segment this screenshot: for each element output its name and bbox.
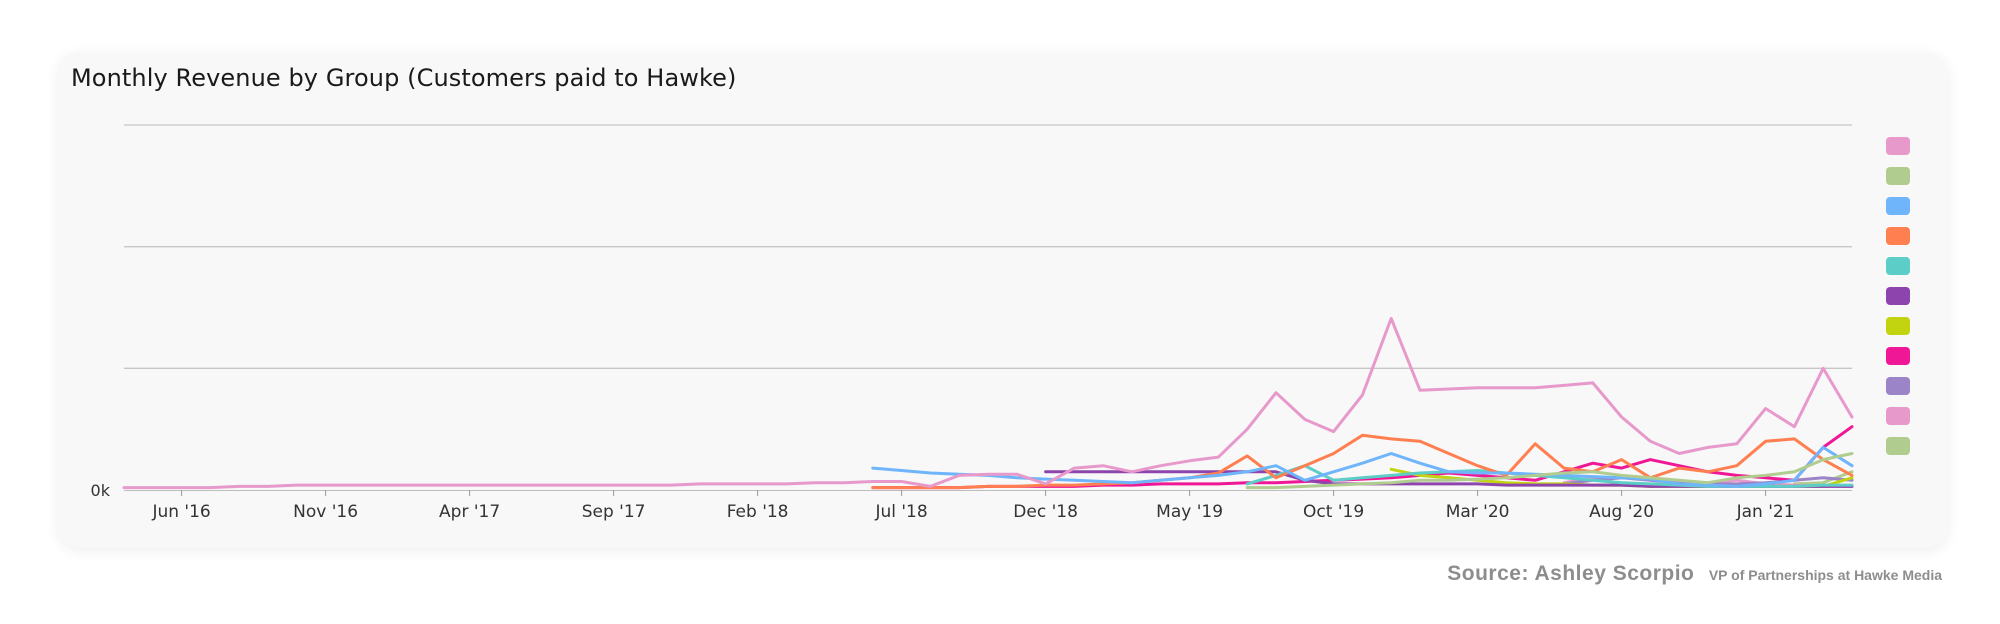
legend-swatch[interactable] [1886,137,1910,155]
x-tick-label: Apr '17 [439,502,500,522]
series-line [1792,470,1854,486]
legend-swatch[interactable] [1886,257,1910,275]
legend-swatch[interactable] [1886,227,1910,245]
source-role: VP of Partnerships at Hawke Media [1708,567,1942,583]
x-tick-label: May '19 [1156,502,1223,522]
legend-swatch[interactable] [1886,317,1910,335]
x-tick-label: Sep '17 [582,502,646,522]
chart-title: Monthly Revenue by Group (Customers paid… [71,64,737,92]
legend-swatch[interactable] [1886,167,1910,185]
x-tick-label: Jan '21 [1736,502,1795,522]
source-credit: Source: Ashley Scorpio VP of Partnership… [1447,562,1942,586]
series-line [871,445,1854,488]
source-name: Source: Ashley Scorpio [1447,562,1695,585]
legend-swatch[interactable] [1886,377,1910,395]
y-tick-label: 0k [91,481,111,500]
x-tick-label: Dec '18 [1013,502,1078,522]
legend-swatch[interactable] [1886,347,1910,365]
x-tick-label: Feb '18 [727,502,789,522]
y-axis: 0k [91,481,111,500]
x-tick-label: Mar '20 [1446,502,1510,522]
x-tick-label: Jul '18 [874,502,927,522]
legend-swatch[interactable] [1886,407,1910,425]
series-line [122,316,1854,490]
x-axis: Jun '16 Nov '16 Apr '17 Sep '17 Feb '18 Jul '… [124,490,1852,522]
x-tick-label: Aug '20 [1589,502,1654,522]
legend-swatch[interactable] [1886,287,1910,305]
legend-swatch[interactable] [1886,197,1910,215]
legend [1886,137,1910,455]
x-tick-label: Oct '19 [1303,502,1364,522]
x-tick-label: Jun '16 [151,502,210,522]
x-tick-label: Nov '16 [293,502,358,522]
legend-swatch[interactable] [1886,437,1910,455]
series-line [871,433,1854,490]
grid-lines [124,124,1852,369]
series-lines [122,316,1854,490]
series-line [1245,452,1854,490]
